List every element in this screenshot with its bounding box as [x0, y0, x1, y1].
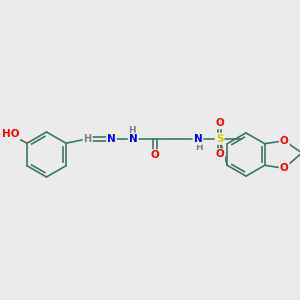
Text: O: O: [150, 150, 159, 160]
Text: N: N: [194, 134, 202, 144]
Text: O: O: [215, 118, 224, 128]
Text: O: O: [280, 163, 289, 173]
Text: S: S: [216, 134, 223, 144]
Text: H: H: [128, 126, 136, 135]
Text: O: O: [215, 149, 224, 159]
Text: O: O: [280, 136, 289, 146]
Text: H: H: [83, 134, 92, 144]
Text: H: H: [195, 143, 203, 152]
Text: HO: HO: [2, 129, 19, 139]
Text: N: N: [129, 134, 138, 144]
Text: N: N: [107, 134, 116, 144]
